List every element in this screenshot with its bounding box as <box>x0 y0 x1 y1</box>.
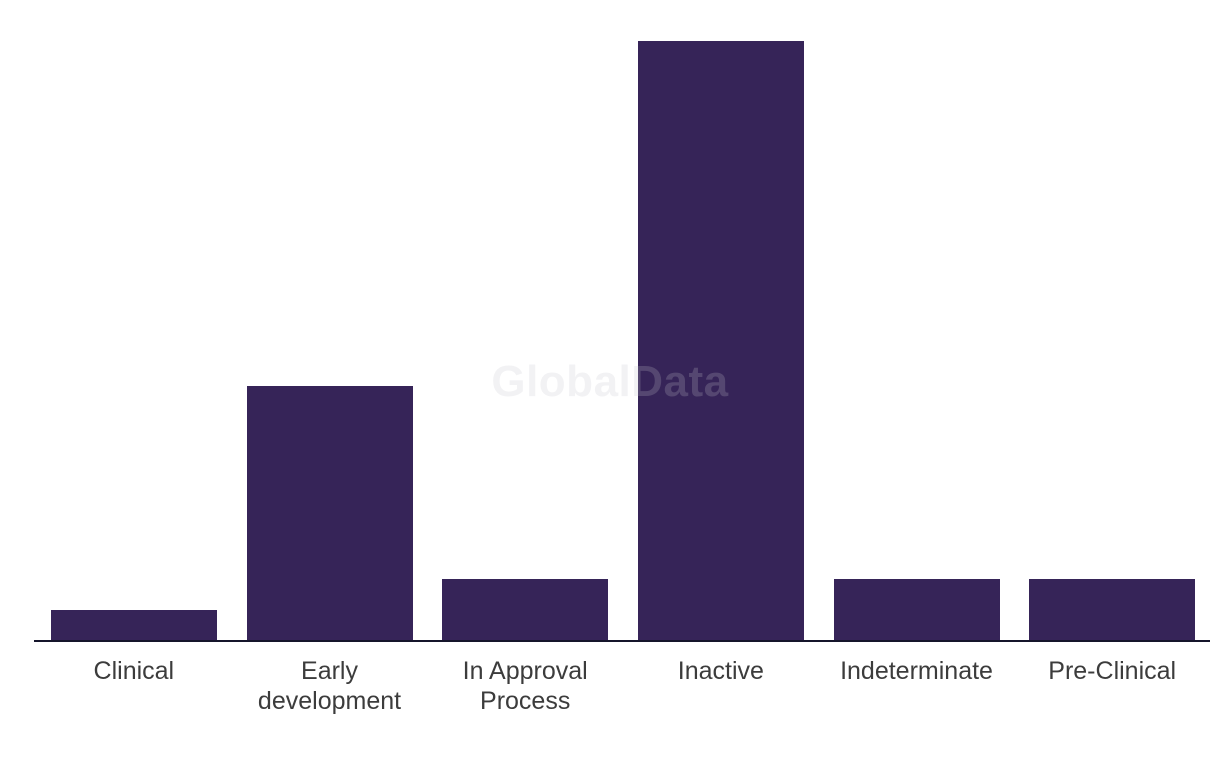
bar-slot-early-development <box>232 0 428 640</box>
x-label-inactive: Inactive <box>677 657 764 685</box>
x-axis-labels: Clinical Early development In Approval Pro… <box>36 656 1210 716</box>
bar-slot-pre-clinical <box>1014 0 1210 640</box>
bar-indeterminate <box>833 579 1000 640</box>
x-label-indeterminate: Indeterminate <box>840 657 993 685</box>
x-label-in-approval-process: In Approval Process <box>462 657 588 715</box>
bar-slot-inactive <box>623 0 819 640</box>
bar-in-approval-process <box>442 579 609 640</box>
x-axis-line <box>34 640 1210 642</box>
bar-slot-clinical <box>36 0 232 640</box>
bars-row <box>36 0 1210 640</box>
bar-early-development <box>246 386 413 640</box>
x-label-clinical: Clinical <box>93 657 175 685</box>
x-label-pre-clinical: Pre-Clinical <box>1048 657 1177 685</box>
x-label-early-development: Early development <box>257 657 402 715</box>
bar-clinical <box>50 610 217 640</box>
bar-slot-indeterminate <box>819 0 1015 640</box>
bar-pre-clinical <box>1029 579 1196 640</box>
bar-slot-in-approval-process <box>427 0 623 640</box>
bar-inactive <box>637 41 804 640</box>
